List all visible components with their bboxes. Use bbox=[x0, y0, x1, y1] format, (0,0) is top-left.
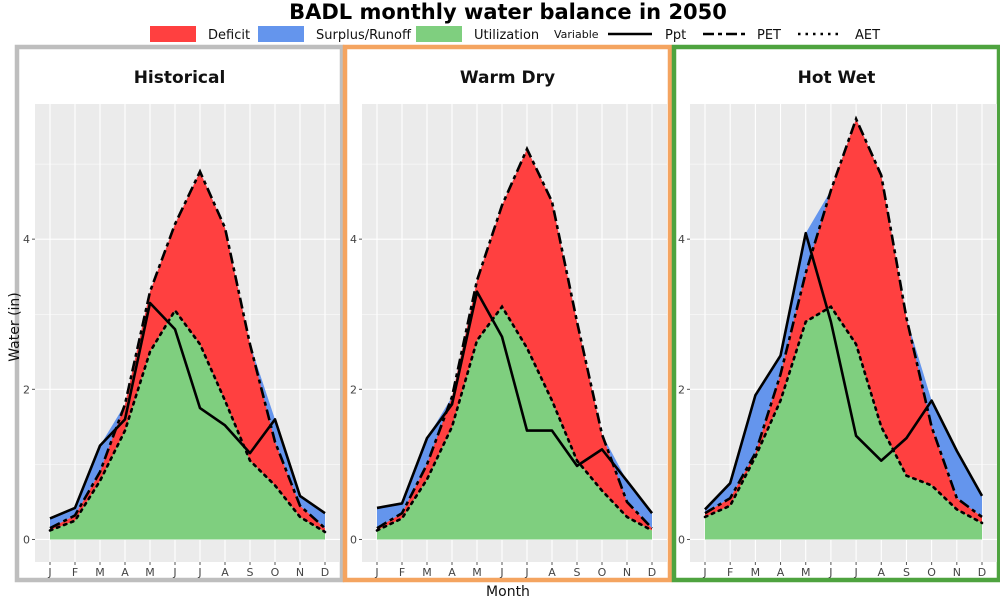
x-tick-label: N bbox=[623, 566, 631, 579]
series-line-ppt bbox=[376, 290, 654, 514]
legend: Deficit Surplus/Runoff Utilization Varia… bbox=[150, 26, 880, 43]
y-tick-label: 4 bbox=[678, 233, 685, 246]
y-tick-label: 2 bbox=[678, 383, 685, 396]
x-tick-label: D bbox=[978, 566, 986, 579]
series-line-aet bbox=[703, 304, 984, 525]
x-tick-label: J bbox=[702, 566, 706, 579]
panel-title: Hot Wet bbox=[798, 68, 876, 88]
panel-warm-dry: Warm Dry 0 2 4 J F M A M J J A S O N D bbox=[342, 44, 673, 583]
series-line-aet bbox=[48, 308, 327, 534]
utilization-area bbox=[50, 310, 325, 540]
legend-label-pet: PET bbox=[757, 28, 781, 43]
legend-swatch-utilization bbox=[416, 26, 462, 42]
x-tick-label: D bbox=[321, 566, 329, 579]
x-tick-label: J bbox=[853, 566, 857, 579]
x-tick-label: O bbox=[927, 566, 936, 579]
series-line-pet bbox=[376, 145, 653, 530]
legend-swatch-surplus bbox=[258, 26, 304, 42]
y-tick-label: 0 bbox=[23, 533, 30, 546]
x-tick-label: F bbox=[72, 566, 78, 579]
legend-label-utilization: Utilization bbox=[474, 28, 539, 43]
x-tick-label: J bbox=[828, 566, 832, 579]
deficit-area bbox=[377, 149, 652, 531]
utilization-area bbox=[705, 306, 982, 540]
x-axis-label: Month bbox=[486, 584, 530, 600]
x-tick-label: J bbox=[499, 566, 503, 579]
legend-line-title: Variable bbox=[554, 28, 599, 41]
x-tick-label: J bbox=[172, 566, 176, 579]
legend-label-deficit: Deficit bbox=[208, 28, 250, 43]
panel-title: Historical bbox=[134, 68, 226, 88]
y-tick-label: 2 bbox=[350, 383, 357, 396]
x-tick-label: M bbox=[422, 566, 432, 579]
y-tick-label: 4 bbox=[350, 233, 357, 246]
x-tick-label: S bbox=[247, 566, 254, 579]
x-tick-label: J bbox=[374, 566, 378, 579]
x-tick-label: A bbox=[777, 566, 785, 579]
legend-label-aet: AET bbox=[855, 28, 880, 43]
x-tick-label: F bbox=[727, 566, 733, 579]
deficit-area bbox=[705, 119, 982, 523]
legend-label-surplus: Surplus/Runoff bbox=[316, 28, 412, 43]
x-tick-label: M bbox=[145, 566, 155, 579]
series-line-ppt bbox=[704, 231, 984, 511]
facet-panels: Historical 0 2 4 J F M A M J J A S O N D Warm Dry 0 2 4 J F M A… bbox=[14, 44, 1000, 583]
x-tick-label: A bbox=[878, 566, 886, 579]
x-tick-label: M bbox=[95, 566, 105, 579]
x-tick-label: A bbox=[221, 566, 229, 579]
panel-title: Warm Dry bbox=[460, 68, 555, 88]
y-axis-label: Water (in) bbox=[7, 292, 23, 362]
y-tick-label: 0 bbox=[350, 533, 357, 546]
x-tick-label: O bbox=[598, 566, 607, 579]
panel-historical: Historical 0 2 4 J F M A M J J A S O N D bbox=[14, 44, 345, 583]
series-line-pet bbox=[704, 115, 983, 518]
series-line-ppt bbox=[49, 301, 326, 520]
series-line-pet bbox=[49, 168, 326, 530]
y-tick-label: 4 bbox=[23, 233, 30, 246]
legend-swatch-deficit bbox=[150, 26, 196, 42]
x-tick-label: A bbox=[548, 566, 556, 579]
x-tick-label: J bbox=[47, 566, 51, 579]
y-tick-label: 2 bbox=[23, 383, 30, 396]
x-tick-label: S bbox=[574, 566, 581, 579]
x-tick-label: F bbox=[399, 566, 405, 579]
figure-title: BADL monthly water balance in 2050 bbox=[289, 0, 727, 24]
x-tick-label: O bbox=[271, 566, 280, 579]
utilization-area bbox=[377, 306, 652, 540]
panel-hot-wet: Hot Wet 0 2 4 J F M A M J J A S O N D bbox=[671, 44, 1000, 583]
x-tick-label: J bbox=[524, 566, 528, 579]
x-tick-label: A bbox=[121, 566, 129, 579]
x-tick-label: N bbox=[296, 566, 304, 579]
x-tick-label: A bbox=[448, 566, 456, 579]
series-line-aet bbox=[375, 304, 654, 532]
x-tick-label: J bbox=[197, 566, 201, 579]
legend-label-ppt: Ppt bbox=[665, 28, 686, 43]
x-tick-label: N bbox=[953, 566, 961, 579]
x-tick-label: S bbox=[903, 566, 910, 579]
x-tick-label: D bbox=[648, 566, 656, 579]
deficit-area bbox=[50, 171, 325, 532]
y-tick-label: 0 bbox=[678, 533, 685, 546]
x-tick-label: M bbox=[472, 566, 482, 579]
x-tick-label: M bbox=[751, 566, 761, 579]
x-tick-label: M bbox=[801, 566, 811, 579]
